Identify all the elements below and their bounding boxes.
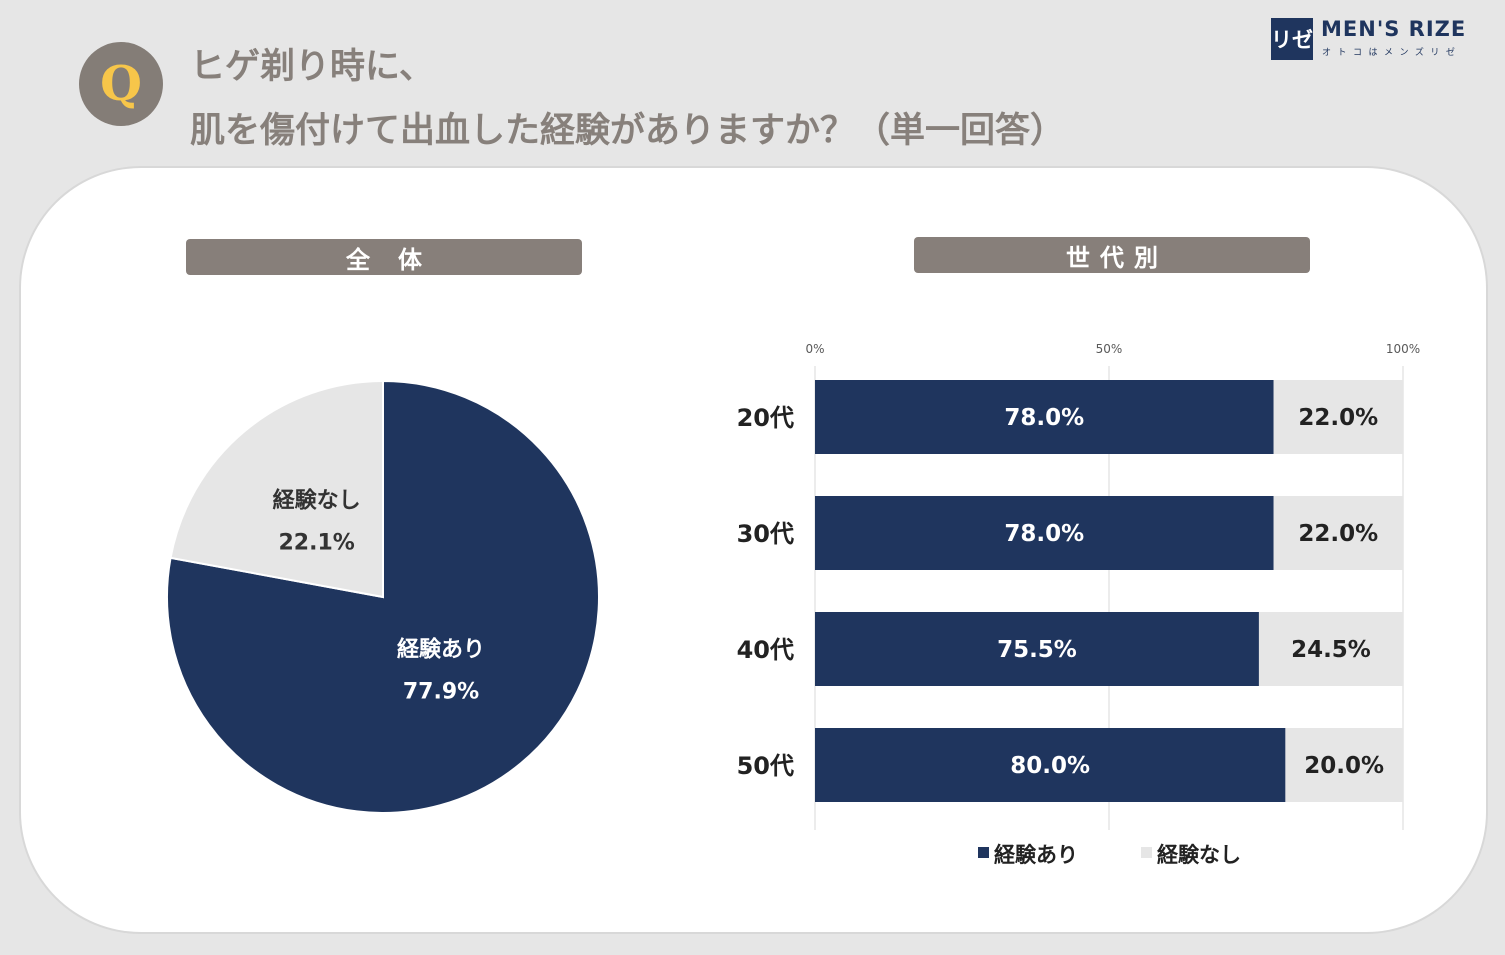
bar-data-label: 22.0% xyxy=(1298,405,1378,431)
pie-slice-value: 77.9% xyxy=(403,680,479,705)
y-category-label: 50代 xyxy=(737,752,794,780)
bar-segment xyxy=(815,496,1274,570)
bar-segment xyxy=(815,380,1274,454)
pie-slice xyxy=(169,379,384,599)
brand-logo: リゼ MEN'S RIZE オトコはメンズリゼ xyxy=(1271,17,1486,60)
x-tick-label: 0% xyxy=(805,342,824,356)
bar-segment xyxy=(815,612,1259,686)
legend-label: 経験あり xyxy=(994,843,1078,867)
section-label-overall: 全体 xyxy=(186,239,582,275)
bar-segment xyxy=(1273,380,1403,454)
bar-data-label: 78.0% xyxy=(1004,521,1084,547)
section-label-generation: 世代別 xyxy=(914,237,1310,273)
logo-tagline: オトコはメンズリゼ xyxy=(1322,48,1462,58)
question-line-2: 肌を傷付けて出血した経験がありますか？（単一回答） xyxy=(190,111,1066,151)
bar-data-label: 80.0% xyxy=(1010,753,1090,779)
bar-data-label: 20.0% xyxy=(1304,753,1384,779)
bar-segment xyxy=(1258,612,1403,686)
pie-slice-value: 22.1% xyxy=(278,530,354,555)
bar-segment xyxy=(1285,728,1403,802)
bar-segment xyxy=(1273,496,1403,570)
bar-data-label: 75.5% xyxy=(997,637,1077,663)
pie-slice-label: 経験あり xyxy=(397,637,485,663)
x-tick-label: 100% xyxy=(1386,342,1420,356)
q-badge: Q xyxy=(79,42,163,126)
logo-mark: リゼ xyxy=(1271,18,1313,60)
y-category-label: 40代 xyxy=(737,636,794,664)
bar-segment xyxy=(815,728,1286,802)
bar-data-label: 24.5% xyxy=(1291,637,1371,663)
x-tick-label: 50% xyxy=(1096,342,1123,356)
legend-swatch xyxy=(1141,847,1152,858)
legend-swatch xyxy=(978,847,989,858)
question-line-1: ヒゲ剃り時に、 xyxy=(190,47,434,87)
logo-name: MEN'S RIZE xyxy=(1321,17,1467,41)
legend-label: 経験なし xyxy=(1157,843,1241,867)
y-category-label: 30代 xyxy=(737,520,794,548)
bar-data-label: 22.0% xyxy=(1298,521,1378,547)
y-category-label: 20代 xyxy=(737,404,794,432)
pie-slice-label: 経験なし xyxy=(273,487,361,513)
bar-data-label: 78.0% xyxy=(1004,405,1084,431)
